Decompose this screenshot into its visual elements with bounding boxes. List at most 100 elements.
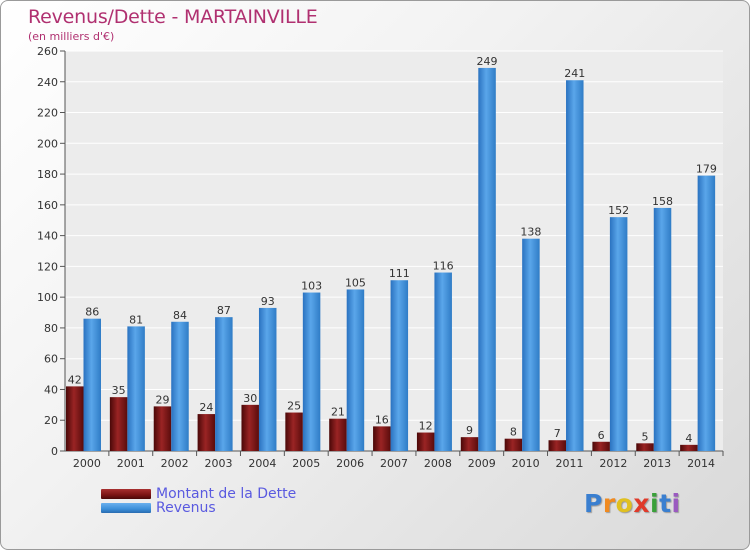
data-label-debt: 29 bbox=[155, 393, 169, 406]
x-tick-label: 2008 bbox=[424, 457, 452, 470]
bar-revenue bbox=[653, 207, 672, 451]
data-label-debt: 21 bbox=[331, 406, 345, 419]
data-label-revenue: 249 bbox=[477, 55, 498, 68]
data-label-debt: 6 bbox=[598, 429, 605, 442]
bar-revenue bbox=[390, 280, 409, 451]
bar-revenue bbox=[346, 289, 365, 451]
x-tick-label: 2000 bbox=[73, 457, 101, 470]
data-label-revenue: 116 bbox=[433, 260, 454, 273]
data-label-revenue: 138 bbox=[520, 226, 541, 239]
bar-revenue bbox=[609, 217, 628, 451]
bar-debt bbox=[460, 437, 479, 451]
data-label-debt: 35 bbox=[112, 384, 126, 397]
bar-debt bbox=[592, 441, 610, 451]
bar-revenue bbox=[434, 272, 452, 451]
bar-debt bbox=[241, 404, 259, 451]
data-label-revenue: 84 bbox=[173, 309, 187, 322]
data-label-debt: 8 bbox=[510, 426, 517, 439]
bar-revenue bbox=[697, 175, 716, 451]
data-label-revenue: 158 bbox=[652, 195, 673, 208]
bar-debt bbox=[109, 397, 128, 451]
x-tick-label: 2014 bbox=[687, 457, 715, 470]
legend: Montant de la Dette Revenus bbox=[101, 487, 296, 515]
bar-debt bbox=[197, 414, 216, 451]
bar-revenue bbox=[258, 307, 277, 451]
x-tick-label: 2005 bbox=[292, 457, 320, 470]
x-tick-label: 2006 bbox=[336, 457, 364, 470]
bar-debt bbox=[373, 426, 391, 451]
data-label-revenue: 241 bbox=[564, 67, 585, 80]
data-label-revenue: 105 bbox=[345, 276, 366, 289]
y-tick-label: 200 bbox=[37, 137, 58, 150]
x-tick-label: 2004 bbox=[248, 457, 276, 470]
data-label-revenue: 103 bbox=[301, 280, 322, 293]
data-label-debt: 4 bbox=[685, 432, 692, 445]
data-label-revenue: 87 bbox=[217, 304, 231, 317]
bar-debt bbox=[636, 443, 654, 451]
bar-debt bbox=[153, 406, 172, 451]
data-label-revenue: 152 bbox=[608, 204, 629, 217]
data-label-revenue: 86 bbox=[85, 306, 99, 319]
bar-revenue bbox=[302, 292, 321, 451]
y-tick-label: 60 bbox=[44, 353, 58, 366]
y-tick-label: 160 bbox=[37, 199, 58, 212]
data-label-debt: 9 bbox=[466, 424, 473, 437]
bar-debt bbox=[329, 418, 347, 451]
bar-debt bbox=[66, 386, 84, 451]
y-tick-label: 140 bbox=[37, 230, 58, 243]
data-label-debt: 42 bbox=[68, 373, 82, 386]
legend-item-revenue: Revenus bbox=[101, 501, 296, 515]
data-label-debt: 16 bbox=[375, 413, 389, 426]
y-tick-label: 240 bbox=[37, 76, 58, 89]
y-tick-label: 20 bbox=[44, 414, 58, 427]
data-label-debt: 5 bbox=[642, 430, 649, 443]
y-tick-label: 40 bbox=[44, 383, 58, 396]
y-tick-label: 220 bbox=[37, 107, 58, 120]
x-tick-label: 2003 bbox=[205, 457, 233, 470]
legend-label-revenue: Revenus bbox=[156, 500, 216, 516]
x-tick-label: 2001 bbox=[117, 457, 145, 470]
bar-revenue bbox=[566, 80, 584, 451]
legend-label-debt: Montant de la Dette bbox=[156, 486, 297, 502]
bar-debt bbox=[416, 432, 435, 451]
bar-revenue bbox=[522, 238, 540, 451]
bar-revenue bbox=[127, 326, 145, 451]
legend-swatch-debt bbox=[101, 489, 151, 499]
data-label-debt: 7 bbox=[554, 427, 561, 440]
bar-revenue bbox=[215, 317, 233, 451]
legend-item-debt: Montant de la Dette bbox=[101, 487, 296, 501]
x-tick-label: 2011 bbox=[555, 457, 583, 470]
data-label-debt: 12 bbox=[419, 420, 433, 433]
data-label-debt: 30 bbox=[243, 392, 257, 405]
bar-debt bbox=[548, 440, 567, 451]
bar-debt bbox=[504, 438, 523, 451]
bar-revenue bbox=[478, 67, 496, 451]
data-label-revenue: 179 bbox=[696, 163, 717, 176]
data-label-debt: 24 bbox=[199, 401, 213, 414]
legend-swatch-revenue bbox=[101, 503, 151, 513]
data-label-revenue: 93 bbox=[261, 295, 275, 308]
x-tick-label: 2013 bbox=[643, 457, 671, 470]
proxiti-logo: Proxiti bbox=[584, 489, 681, 518]
y-tick-label: 120 bbox=[37, 260, 58, 273]
x-tick-label: 2009 bbox=[468, 457, 496, 470]
bar-revenue bbox=[83, 318, 101, 451]
bar-debt bbox=[680, 444, 698, 451]
y-tick-label: 80 bbox=[44, 322, 58, 335]
data-label-revenue: 111 bbox=[389, 267, 410, 280]
bar-revenue bbox=[171, 321, 189, 451]
chart-subtitle: (en milliers d'€) bbox=[28, 30, 115, 43]
chart-title: Revenus/Dette - MARTAINVILLE bbox=[28, 6, 318, 28]
y-tick-label: 0 bbox=[51, 445, 58, 458]
y-tick-label: 260 bbox=[37, 45, 58, 58]
data-label-debt: 25 bbox=[287, 400, 301, 413]
y-tick-label: 180 bbox=[37, 168, 58, 181]
data-label-revenue: 81 bbox=[129, 313, 143, 326]
x-tick-label: 2002 bbox=[161, 457, 189, 470]
y-tick-label: 100 bbox=[37, 291, 58, 304]
x-tick-label: 2007 bbox=[380, 457, 408, 470]
bar-debt bbox=[285, 412, 303, 451]
x-tick-label: 2012 bbox=[599, 457, 627, 470]
